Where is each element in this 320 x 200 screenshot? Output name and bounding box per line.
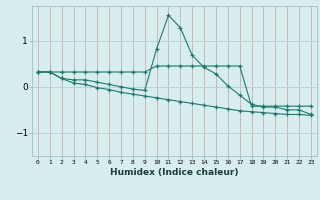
X-axis label: Humidex (Indice chaleur): Humidex (Indice chaleur) [110,168,239,177]
